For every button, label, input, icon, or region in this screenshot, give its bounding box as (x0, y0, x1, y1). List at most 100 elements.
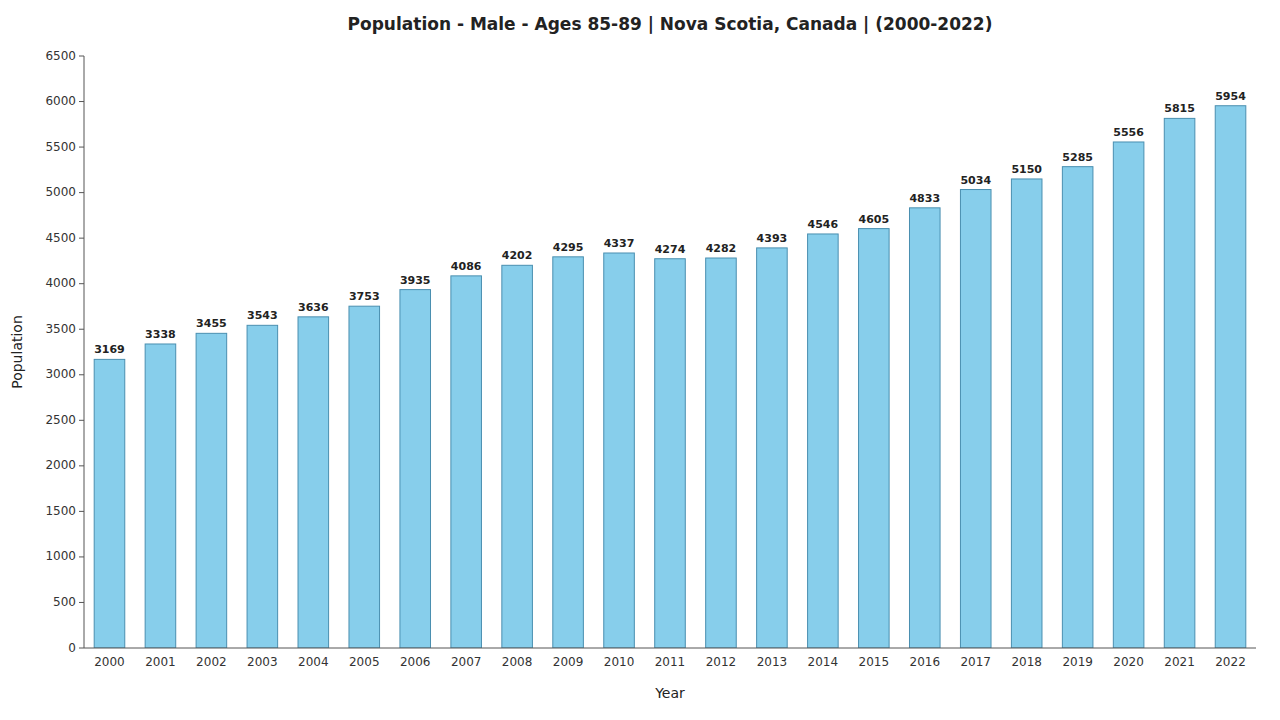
bar (706, 258, 737, 648)
x-tick-label: 2017 (960, 655, 991, 669)
chart-svg: 0500100015002000250030003500400045005000… (0, 0, 1280, 720)
x-tick-label: 2019 (1062, 655, 1093, 669)
y-tick-label: 1500 (45, 504, 76, 518)
y-axis-line (84, 56, 85, 648)
x-tick-label: 2008 (502, 655, 533, 669)
data-label: 4337 (604, 237, 635, 250)
data-label: 5815 (1164, 102, 1195, 115)
y-tick (79, 374, 84, 375)
x-axis-line (84, 648, 1256, 649)
bar (196, 333, 227, 648)
y-tick (79, 420, 84, 421)
y-tick (79, 238, 84, 239)
x-tick-label: 2011 (655, 655, 686, 669)
y-tick-label: 3500 (45, 322, 76, 336)
y-tick-label: 2000 (45, 458, 76, 472)
y-tick-label: 6500 (45, 49, 76, 63)
y-tick (79, 329, 84, 330)
x-tick-label: 2018 (1011, 655, 1042, 669)
data-label: 3455 (196, 317, 227, 330)
bar (247, 325, 278, 648)
y-tick (79, 147, 84, 148)
x-axis: 2000 2001 2002 2003 2004 2005 2006 2007 2008 2009… (94, 655, 1246, 669)
y-tick (79, 192, 84, 193)
data-label: 4833 (909, 192, 940, 205)
x-tick-label: 2022 (1215, 655, 1246, 669)
bar (655, 259, 686, 648)
title: Population - Male - Ages 85-89 | Nova Sc… (348, 14, 993, 34)
bar (1062, 167, 1093, 648)
data-label: 5034 (960, 174, 991, 187)
y-tick-label: 5000 (45, 185, 76, 199)
y-tick (79, 556, 84, 557)
data-label: 5556 (1113, 126, 1144, 139)
data-label: 5954 (1215, 90, 1246, 103)
x-tick-label: 2005 (349, 655, 380, 669)
y-tick-label: 3000 (45, 367, 76, 381)
y-tick-label: 2500 (45, 413, 76, 427)
y-tick-label: 1000 (45, 549, 76, 563)
x-tick-label: 2010 (604, 655, 635, 669)
y-tick (79, 602, 84, 603)
data-label: 3543 (247, 309, 278, 322)
bar (757, 248, 788, 648)
x-tick-label: 2009 (553, 655, 584, 669)
y-tick (79, 56, 84, 57)
x-tick-label: 2007 (451, 655, 482, 669)
bar (859, 229, 890, 648)
x-tick-label: 2015 (859, 655, 890, 669)
y-tick (79, 283, 84, 284)
data-label: 3753 (349, 290, 380, 303)
x-axis-label: Year (654, 685, 685, 701)
y-axis-label: Population (9, 315, 25, 389)
data-label: 4086 (451, 260, 482, 273)
data-label: 3935 (400, 274, 431, 287)
bars (94, 106, 1246, 648)
y-tick (79, 648, 84, 649)
y-tick (79, 511, 84, 512)
bar (604, 253, 635, 648)
data-label: 4605 (859, 213, 890, 226)
data-label: 5150 (1011, 163, 1042, 176)
x-tick-label: 2012 (706, 655, 737, 669)
data-label: 4274 (655, 243, 686, 256)
y-axis: 0500100015002000250030003500400045005000… (45, 49, 84, 655)
x-tick-label: 2014 (808, 655, 839, 669)
bar (298, 317, 329, 648)
bar (1164, 118, 1195, 648)
chart-container: 0500100015002000250030003500400045005000… (0, 0, 1280, 720)
x-tick-label: 2016 (910, 655, 941, 669)
bar (502, 265, 533, 648)
x-tick-label: 2001 (145, 655, 176, 669)
bar (808, 234, 839, 648)
x-tick-label: 2003 (247, 655, 278, 669)
x-tick-label: 2013 (757, 655, 788, 669)
bar (909, 208, 940, 648)
data-label: 4282 (706, 242, 737, 255)
bar (145, 344, 176, 648)
y-tick-label: 0 (68, 641, 76, 655)
x-tick-label: 2020 (1113, 655, 1144, 669)
y-tick-label: 6000 (45, 94, 76, 108)
data-labels: 3169333834553543363637533935408642024295… (94, 90, 1246, 357)
x-tick-label: 2004 (298, 655, 329, 669)
x-tick-label: 2006 (400, 655, 431, 669)
data-label: 4393 (757, 232, 788, 245)
data-label: 4546 (808, 218, 839, 231)
x-tick-label: 2002 (196, 655, 227, 669)
bar (1011, 179, 1042, 648)
x-tick-label: 2000 (94, 655, 125, 669)
y-tick-label: 4500 (45, 231, 76, 245)
bar (94, 359, 125, 648)
data-label: 4295 (553, 241, 584, 254)
bar (960, 190, 991, 648)
data-label: 3636 (298, 301, 329, 314)
bar (1113, 142, 1144, 648)
y-tick (79, 465, 84, 466)
data-label: 3338 (145, 328, 176, 341)
y-tick (79, 101, 84, 102)
bar (451, 276, 482, 648)
bar (1215, 106, 1246, 648)
data-label: 5285 (1062, 151, 1093, 164)
y-tick-label: 500 (53, 595, 76, 609)
